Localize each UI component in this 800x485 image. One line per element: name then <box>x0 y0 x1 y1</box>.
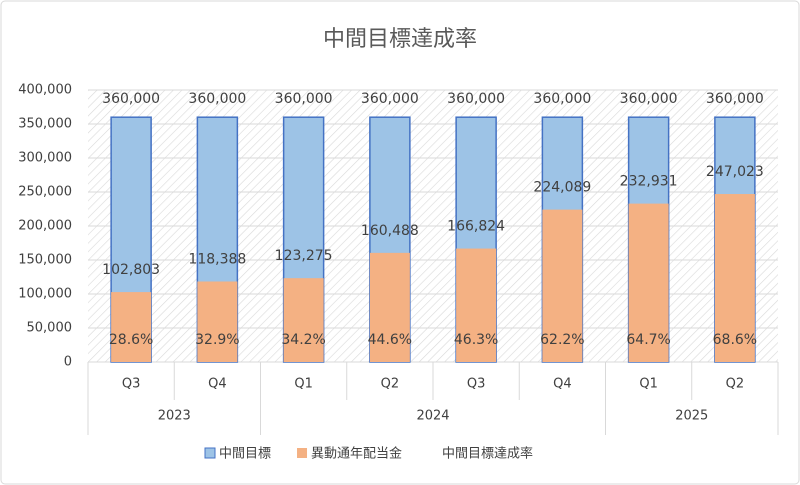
data-label: 360,000 <box>533 91 591 107</box>
y-tick-label: 400,000 <box>18 83 72 98</box>
y-tick-label: 200,000 <box>18 219 72 234</box>
x-tick-label: Q2 <box>726 377 745 392</box>
x-tick-label: Q3 <box>122 377 141 392</box>
data-label: 32.9% <box>195 332 239 348</box>
data-label: 360,000 <box>361 91 419 107</box>
bar <box>283 278 324 362</box>
data-label: 34.2% <box>281 332 325 348</box>
data-label: 360,000 <box>447 91 505 107</box>
x-group-label: 2024 <box>416 409 449 424</box>
data-label: 360,000 <box>102 91 160 107</box>
legend-label: 中間目標達成率 <box>442 446 533 462</box>
legend-swatch <box>204 447 216 459</box>
x-tick-label: Q4 <box>553 377 572 392</box>
data-label: 224,089 <box>533 180 591 196</box>
data-label: 360,000 <box>275 91 333 107</box>
bar <box>714 194 755 362</box>
legend-label: 異動通年配当金 <box>311 446 402 462</box>
data-label: 68.6% <box>713 332 757 348</box>
data-label: 62.2% <box>540 332 584 348</box>
bar <box>628 203 669 362</box>
bar <box>456 248 497 362</box>
legend-swatch <box>297 448 308 458</box>
legend-label: 中間目標 <box>219 447 271 462</box>
y-tick-label: 50,000 <box>27 321 73 336</box>
y-tick-label: 300,000 <box>18 151 72 166</box>
data-label: 102,803 <box>102 262 160 278</box>
bar <box>111 292 152 362</box>
data-label: 64.7% <box>626 332 670 348</box>
x-tick-label: Q3 <box>467 377 486 392</box>
bar <box>369 252 410 362</box>
bar <box>542 209 583 362</box>
y-tick-label: 250,000 <box>18 185 72 200</box>
y-tick-label: 100,000 <box>18 287 72 302</box>
chart-title: 中間目標達成率 <box>323 27 477 52</box>
data-label: 247,023 <box>706 164 764 180</box>
data-label: 118,388 <box>188 251 246 267</box>
bar <box>197 281 238 362</box>
x-group-label: 2023 <box>158 409 191 424</box>
data-label: 28.6% <box>109 332 153 348</box>
data-label: 160,488 <box>361 223 419 239</box>
x-group-label: 2025 <box>675 409 708 424</box>
data-label: 232,931 <box>620 174 678 190</box>
x-tick-label: Q2 <box>381 377 400 392</box>
y-tick-label: 350,000 <box>18 117 72 132</box>
data-label: 166,824 <box>447 219 505 235</box>
data-label: 360,000 <box>706 91 764 107</box>
x-tick-label: Q1 <box>294 377 313 392</box>
x-tick-label: Q4 <box>208 377 227 392</box>
data-label: 46.3% <box>454 332 498 348</box>
data-label: 44.6% <box>368 332 412 348</box>
x-tick-label: Q1 <box>639 377 658 392</box>
y-tick-label: 0 <box>64 355 72 370</box>
y-tick-label: 150,000 <box>18 253 72 268</box>
data-label: 360,000 <box>620 91 678 107</box>
data-label: 123,275 <box>275 248 333 264</box>
data-label: 360,000 <box>188 91 246 107</box>
